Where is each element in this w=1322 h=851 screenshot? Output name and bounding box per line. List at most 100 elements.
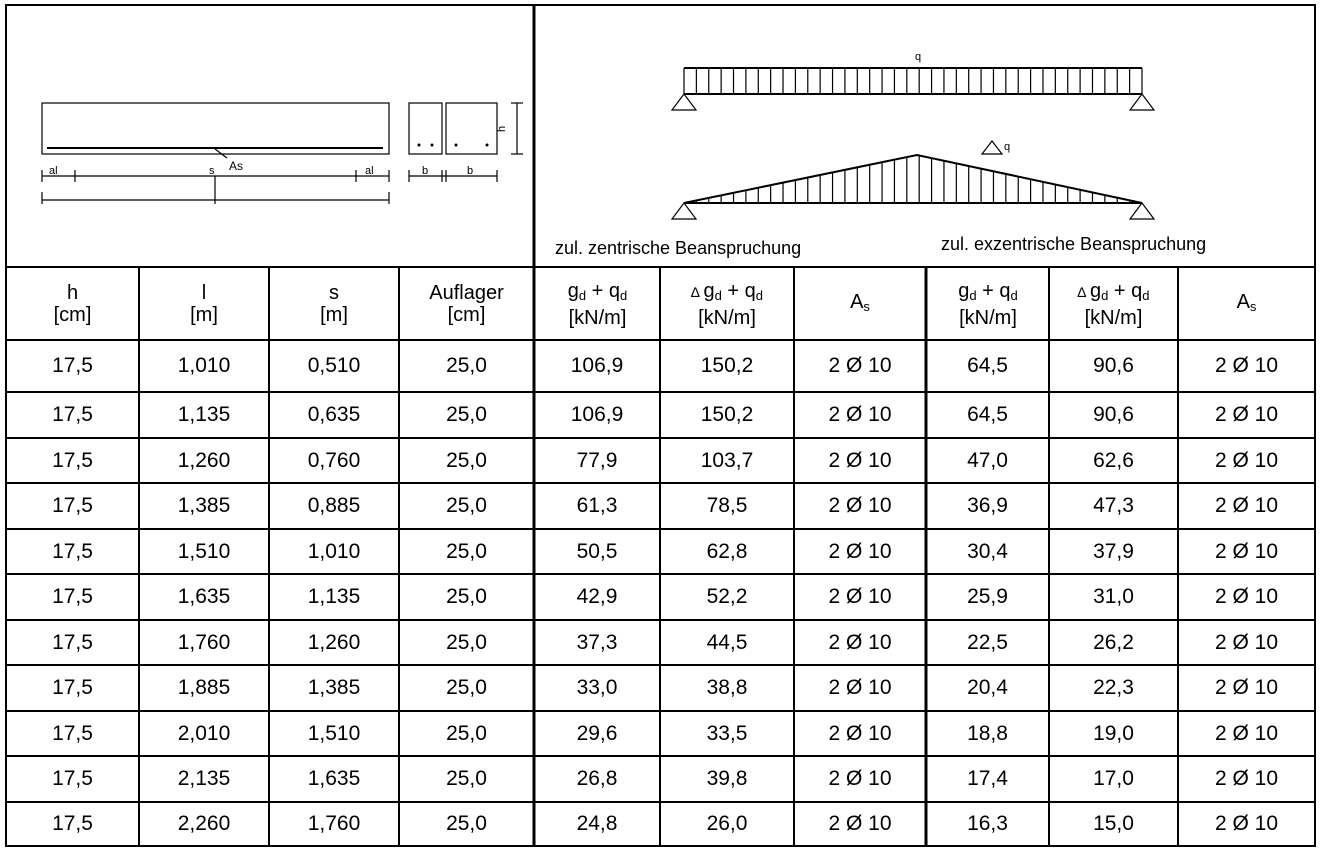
cell-as-eccentric: 2 Ø 10 [1214, 494, 1279, 517]
table-grid [5, 4, 1316, 847]
header-l: l [m] [190, 282, 218, 326]
cell-dgq-centric: 44,5 [706, 630, 748, 654]
cell-gq-eccentric: 64,5 [967, 354, 1008, 377]
cell-gq-centric: 33,0 [576, 676, 618, 699]
cell-as-centric: 2 Ø 10 [828, 494, 892, 517]
cell-dgq-centric: 38,8 [706, 676, 748, 699]
cell-as-eccentric: 2 Ø 10 [1214, 676, 1279, 699]
cell-h: 17,5 [52, 539, 93, 563]
cell-as-centric: 2 Ø 10 [828, 585, 892, 608]
cell-s: 0,510 [307, 354, 361, 377]
as-leader [214, 148, 228, 159]
header-as-centric: As [850, 290, 870, 314]
load-case-diagram: q q [670, 51, 1156, 220]
cell-as-eccentric: 2 Ø 10 [1214, 585, 1279, 608]
cell-l: 1,385 [177, 494, 231, 517]
cell-s: 1,760 [307, 812, 361, 835]
cell-gq-eccentric: 36,9 [967, 494, 1008, 517]
cell-auflager: 25,0 [446, 448, 487, 472]
support-left-1 [670, 93, 698, 111]
cell-gq-eccentric: 22,5 [967, 630, 1008, 654]
cell-gq-centric: 37,3 [576, 630, 618, 654]
cell-as-eccentric: 2 Ø 10 [1214, 721, 1279, 745]
cell-gq-eccentric: 17,4 [967, 767, 1008, 790]
cell-dgq-eccentric: 90,6 [1093, 403, 1134, 426]
cell-gq-eccentric: 30,4 [967, 539, 1008, 563]
cell-auflager: 25,0 [446, 354, 487, 377]
cell-s: 0,885 [307, 494, 361, 517]
cell-gq-centric: 26,8 [576, 767, 618, 790]
cell-as-centric: 2 Ø 10 [828, 539, 892, 563]
cell-s: 0,760 [307, 448, 361, 472]
cell-as-centric: 2 Ø 10 [828, 403, 892, 426]
cell-dgq-eccentric: 22,3 [1093, 676, 1134, 699]
cell-l: 1,885 [177, 676, 231, 699]
cell-gq-centric: 106,9 [570, 354, 624, 377]
cell-gq-centric: 24,8 [576, 812, 618, 835]
cell-dgq-eccentric: 17,0 [1093, 767, 1134, 790]
cell-auflager: 25,0 [446, 630, 487, 654]
header-as-eccentric: As [1236, 290, 1257, 314]
cell-gq-eccentric: 16,3 [967, 812, 1008, 835]
header-dgq-eccentric: ∆ gd + qd [kN/m] [1077, 279, 1150, 329]
cell-gq-eccentric: 18,8 [967, 721, 1008, 745]
cell-s: 1,010 [307, 539, 361, 563]
cell-s: 1,135 [307, 585, 361, 608]
cell-dgq-centric: 103,7 [700, 448, 754, 472]
cell-gq-eccentric: 47,0 [967, 448, 1008, 472]
cell-auflager: 25,0 [446, 812, 487, 835]
cell-dgq-eccentric: 15,0 [1093, 812, 1134, 835]
header-s: s [m] [320, 282, 348, 326]
cell-gq-centric: 29,6 [576, 721, 618, 745]
caption-eccentric: zul. exzentrische Beanspruchung [941, 234, 1207, 254]
cell-dgq-eccentric: 47,3 [1093, 494, 1134, 517]
cell-h: 17,5 [52, 676, 93, 699]
cell-l: 1,510 [177, 539, 231, 563]
cell-h: 17,5 [52, 354, 93, 377]
cell-l: 1,260 [177, 448, 231, 472]
delta-symbol [980, 140, 1004, 155]
cell-s: 0,635 [307, 403, 361, 426]
cell-gq-eccentric: 20,4 [967, 676, 1008, 699]
cell-dgq-centric: 52,2 [706, 585, 748, 608]
cell-as-eccentric: 2 Ø 10 [1214, 630, 1279, 654]
cell-dgq-eccentric: 62,6 [1093, 448, 1134, 472]
cell-as-centric: 2 Ø 10 [828, 448, 892, 472]
s-label: s [209, 165, 215, 177]
cell-auflager: 25,0 [446, 767, 487, 790]
triangle-load-ticks [695, 155, 1131, 203]
b-label-2: b [467, 165, 473, 177]
cell-as-eccentric: 2 Ø 10 [1214, 539, 1279, 563]
header-dgq-centric: ∆ gd + qd [kN/m] [691, 279, 763, 329]
b-label-1: b [422, 165, 428, 177]
support-left-2 [670, 202, 698, 220]
cell-as-centric: 2 Ø 10 [828, 630, 892, 654]
as-label: As [229, 159, 243, 173]
cell-h: 17,5 [52, 403, 93, 426]
cell-dgq-eccentric: 31,0 [1093, 585, 1134, 608]
cell-gq-eccentric: 64,5 [967, 403, 1008, 426]
cell-auflager: 25,0 [446, 539, 487, 563]
header-auflager: Auflager [cm] [429, 282, 504, 326]
cell-h: 17,5 [52, 448, 93, 472]
cell-gq-centric: 61,3 [576, 494, 618, 517]
cell-as-centric: 2 Ø 10 [828, 767, 892, 790]
cell-l: 2,010 [177, 721, 231, 745]
cell-dgq-centric: 78,5 [706, 494, 748, 517]
cell-as-centric: 2 Ø 10 [828, 812, 892, 835]
cell-auflager: 25,0 [446, 721, 487, 745]
lintel-table: As al al s b b h q q zul. zentrische Bea… [5, 4, 1316, 847]
lintel-section-diagram: As al al s b b h [41, 102, 523, 204]
cell-as-centric: 2 Ø 10 [828, 354, 892, 377]
cell-s: 1,385 [307, 676, 361, 699]
h-label: h [496, 126, 508, 132]
cell-gq-centric: 50,5 [576, 539, 618, 563]
cell-as-eccentric: 2 Ø 10 [1214, 767, 1279, 790]
header-h: h [cm] [53, 282, 92, 326]
cell-dgq-centric: 39,8 [706, 767, 748, 790]
cell-l: 1,135 [177, 403, 231, 426]
cell-l: 1,760 [177, 630, 231, 654]
cell-dgq-eccentric: 90,6 [1093, 354, 1134, 377]
cell-as-eccentric: 2 Ø 10 [1214, 812, 1279, 835]
lintel-elevation [41, 102, 390, 155]
